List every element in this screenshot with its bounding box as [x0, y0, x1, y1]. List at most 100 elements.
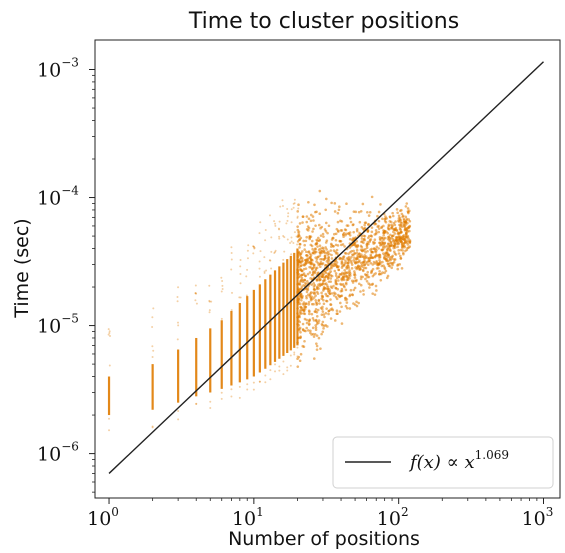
- scatter-point: [391, 211, 394, 215]
- scatter-point: [176, 300, 179, 303]
- scatter-point: [339, 301, 342, 305]
- scatter-point: [345, 232, 348, 236]
- scatter-point: [404, 205, 408, 208]
- y-tick-label: 10−5: [37, 312, 79, 338]
- scatter-point: [373, 293, 377, 296]
- scatter-point: [324, 208, 327, 212]
- scatter-point: [373, 233, 377, 236]
- scatter-point: [389, 233, 392, 237]
- scatter-point: [320, 291, 323, 295]
- scatter-point: [358, 220, 362, 224]
- scatter-point: [322, 289, 325, 292]
- scatter-point: [336, 220, 340, 224]
- scatter-point: [380, 243, 383, 247]
- scatter-point: [356, 265, 359, 269]
- scatter-point: [317, 236, 320, 240]
- scatter-point: [277, 227, 280, 230]
- scatter-point: [246, 383, 249, 386]
- scatter-point: [327, 256, 330, 260]
- scatter-point: [299, 255, 303, 259]
- scatter-point: [399, 248, 403, 252]
- scatter-point: [345, 224, 349, 227]
- scatter-point: [327, 280, 331, 283]
- scatter-point: [318, 302, 321, 305]
- scatter-point: [314, 271, 317, 275]
- scatter-point: [352, 230, 355, 234]
- scatter-point: [396, 211, 399, 215]
- scatter-point: [287, 215, 290, 218]
- scatter-point: [308, 236, 311, 240]
- scatter-point: [381, 217, 384, 221]
- scatter-point: [363, 263, 366, 267]
- scatter-point: [301, 259, 304, 263]
- scatter-point: [307, 293, 310, 296]
- scatter-point: [300, 298, 303, 302]
- scatter-point: [308, 318, 312, 321]
- scatter-point: [268, 259, 271, 262]
- scatter-point: [176, 321, 179, 324]
- scatter-point: [208, 284, 211, 287]
- scatter-point: [310, 244, 314, 248]
- scatter-point: [355, 251, 359, 255]
- scatter-point: [278, 228, 281, 231]
- scatter-point: [355, 248, 359, 252]
- scatter-point: [336, 293, 340, 297]
- scatter-point: [408, 239, 412, 242]
- scatter-point: [322, 235, 325, 238]
- scatter-point: [396, 267, 400, 271]
- scatter-point: [317, 223, 321, 227]
- scatter-point: [339, 243, 343, 247]
- scatter-point: [340, 322, 344, 325]
- scatter-point: [403, 239, 407, 243]
- scatter-point: [252, 388, 255, 391]
- scatter-point: [305, 250, 308, 254]
- scatter-point: [303, 307, 307, 311]
- scatter-point: [252, 245, 255, 248]
- scatter-point: [343, 275, 346, 279]
- scatter-point: [264, 381, 267, 384]
- scatter-point: [334, 250, 337, 254]
- scatter-point: [317, 239, 321, 243]
- scatter-point: [303, 312, 307, 316]
- scatter-point: [278, 237, 281, 240]
- scatter-point: [352, 249, 355, 253]
- scatter-point: [263, 272, 266, 275]
- scatter-point: [320, 294, 324, 298]
- x-tick-label: 102: [377, 505, 409, 530]
- scatter-point: [297, 263, 300, 266]
- scatter-point: [396, 232, 400, 236]
- scatter-point: [387, 244, 391, 248]
- scatter-point: [322, 272, 326, 276]
- scatter-point: [399, 256, 403, 260]
- scatter-point: [392, 258, 396, 261]
- scatter-point: [296, 215, 299, 218]
- scatter-point: [108, 332, 111, 335]
- scatter-point: [354, 261, 357, 265]
- scatter-point: [346, 277, 350, 280]
- scatter-point: [357, 260, 361, 264]
- scatter-point: [358, 255, 362, 259]
- scatter-point: [386, 237, 390, 241]
- scatter-point: [402, 252, 405, 256]
- scatter-point: [246, 268, 249, 271]
- scatter-point: [377, 219, 381, 223]
- scatter-point: [398, 225, 402, 229]
- scatter-point: [290, 208, 293, 211]
- scatter-point: [177, 286, 180, 289]
- scatter-point: [309, 266, 313, 269]
- scatter-point: [303, 263, 307, 266]
- scatter-point: [108, 364, 111, 367]
- y-axis-ticks: 10−6 10−5 10−4 10−3: [37, 56, 95, 493]
- scatter-point: [315, 311, 319, 314]
- scatter-point: [239, 265, 242, 268]
- scatter-point: [360, 237, 364, 240]
- scatter-point: [339, 229, 343, 232]
- scatter-point: [359, 267, 362, 271]
- scatter-point: [314, 242, 318, 246]
- scatter-point: [360, 240, 363, 244]
- scatter-point: [382, 230, 386, 233]
- scatter-point: [344, 304, 348, 308]
- scatter-point: [391, 237, 395, 241]
- scatter-point: [263, 256, 266, 259]
- scatter-point: [376, 254, 380, 258]
